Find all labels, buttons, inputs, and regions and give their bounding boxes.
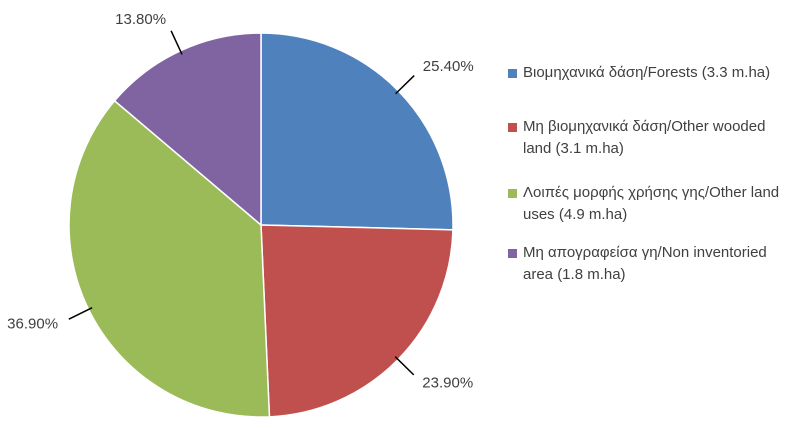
legend-swatch (508, 249, 517, 258)
legend-swatch (508, 189, 517, 198)
legend-label: Μη απογραφείσα γη/Non inventoried area (… (523, 244, 767, 283)
data-label: 36.90% (7, 315, 58, 332)
leader-line (68, 307, 93, 320)
legend-label: Μη βιομηχανικά δάση/Other wooded land (3… (523, 118, 766, 157)
data-label: 23.90% (422, 374, 473, 391)
legend: Βιομηχανικά δάση/Forests (3.3 m.ha) Μη βι… (508, 62, 796, 286)
legend-label: Βιομηχανικά δάση/Forests (3.3 m.ha) (523, 64, 771, 81)
legend-swatch (508, 69, 517, 78)
data-label: 25.40% (423, 58, 474, 75)
legend-item: Βιομηχανικά δάση/Forests (3.3 m.ha) (508, 62, 796, 84)
leader-line (170, 30, 183, 55)
legend-item: Λοιπές μορφής χρήσης γης/Other land uses… (508, 182, 796, 226)
legend-swatch (508, 123, 517, 132)
legend-label: Λοιπές μορφής χρήσης γης/Other land uses… (523, 184, 780, 223)
leader-line (394, 356, 415, 376)
leader-line (395, 75, 415, 95)
legend-item: Μη βιομηχανικά δάση/Other wooded land (3… (508, 116, 796, 160)
data-label: 13.80% (115, 11, 166, 28)
legend-item: Μη απογραφείσα γη/Non inventoried area (… (508, 242, 796, 286)
